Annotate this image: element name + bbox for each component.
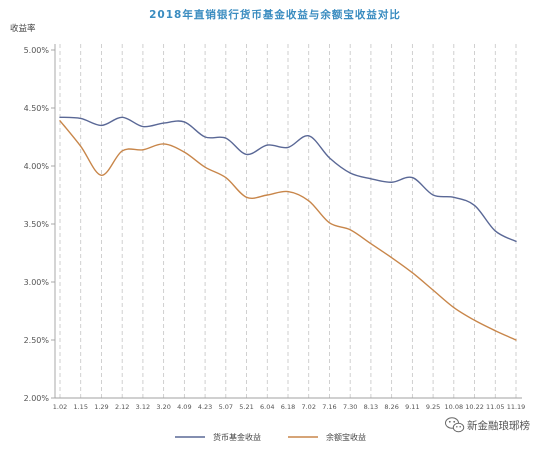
x-tick-labels: 1.02 1.15 1.29 2.12 3.12 3.20 4.09 4.23 5.07 5.21… [53, 403, 526, 411]
legend-item-yuebao: 余额宝收益 [288, 432, 366, 442]
x-tick-label: 1.02 [53, 403, 67, 411]
x-tick-label: 1.29 [94, 403, 108, 411]
y-axis-label: 收益率 [10, 23, 36, 34]
series-line-yuebao [59, 120, 517, 341]
y-tick-label: 2.50% [24, 336, 50, 345]
x-tick-label: 5.07 [219, 403, 233, 411]
x-tick-label: 3.12 [136, 403, 150, 411]
x-tick-label: 11.05 [486, 403, 505, 411]
y-tick-label: 3.50% [24, 220, 50, 229]
y-tick-label: 2.00% [24, 394, 50, 403]
legend-item-money-fund: 货币基金收益 [175, 432, 261, 442]
x-tick-label: 7.30 [343, 403, 357, 411]
watermark-text: 新金融琅琊榜 [467, 419, 530, 432]
x-tick-label: 11.19 [507, 403, 526, 411]
legend: 货币基金收益 余额宝收益 [175, 432, 366, 442]
x-tick-label: 8.13 [364, 403, 378, 411]
y-tick-labels: 5.00% 4.50% 4.00% 3.50% 3.00% 2.50% 2.00% [24, 46, 55, 403]
y-tick-label: 5.00% [24, 46, 50, 55]
x-tick-label: 3.20 [156, 403, 170, 411]
x-tick-label: 1.15 [73, 403, 87, 411]
x-tick-label: 6.04 [260, 403, 274, 411]
y-tick-label: 4.00% [24, 162, 50, 171]
x-tick-label: 6.18 [281, 403, 295, 411]
chart-title: 2018年直销银行货币基金收益与余额宝收益对比 [149, 8, 401, 21]
axes [54, 44, 522, 399]
legend-label-yuebao: 余额宝收益 [326, 432, 366, 442]
series-line-money-fund [59, 116, 517, 243]
y-tick-label: 4.50% [24, 104, 50, 113]
watermark: 新金融琅琊榜 [445, 417, 530, 433]
x-tick-label: 9.25 [426, 403, 440, 411]
x-tick-label: 10.08 [445, 403, 464, 411]
x-tick-label: 4.09 [177, 403, 191, 411]
x-tick-label: 9.11 [405, 403, 419, 411]
x-tick-label: 2.12 [115, 403, 129, 411]
y-tick-label: 3.00% [24, 278, 50, 287]
x-tick-label: 10.22 [465, 403, 484, 411]
legend-label-money-fund: 货币基金收益 [213, 432, 261, 442]
wechat-icon [445, 417, 465, 433]
x-tick-label: 4.23 [198, 403, 212, 411]
x-tick-label: 8.26 [384, 403, 398, 411]
x-tick-label: 7.16 [322, 403, 336, 411]
gridlines [59, 44, 517, 398]
series-lines [59, 116, 517, 341]
x-tick-label: 5.21 [239, 403, 253, 411]
x-tick-label: 7.02 [301, 403, 315, 411]
